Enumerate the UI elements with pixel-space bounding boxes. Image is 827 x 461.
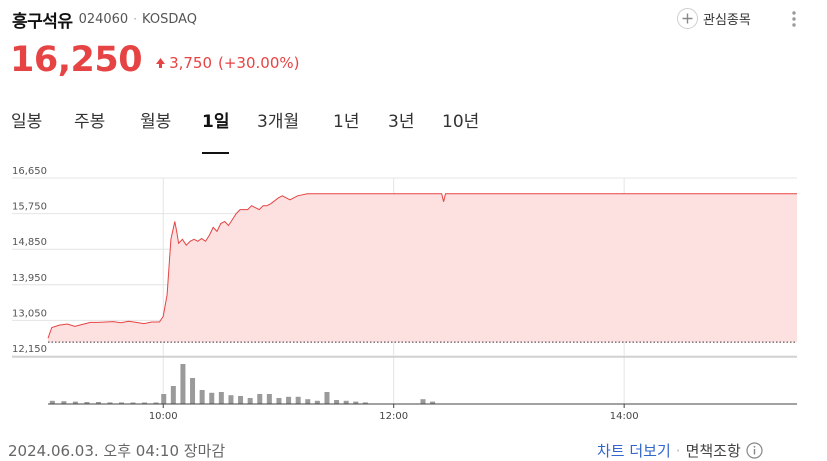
stock-header: 흥구석유 024060 · KOSDAQ — [12, 8, 198, 32]
market-name: KOSDAQ — [142, 11, 198, 27]
volume-bar — [209, 392, 215, 404]
volume-bar — [190, 378, 196, 404]
more-vertical-icon[interactable] — [787, 9, 801, 31]
volume-bar — [343, 400, 349, 404]
active-tab-indicator — [202, 152, 230, 154]
volume-bar — [130, 402, 136, 404]
volume-bar — [95, 402, 101, 404]
volume-bar — [257, 394, 263, 404]
y-tick-label: 13,950 — [12, 273, 47, 284]
more-chart-link[interactable]: 차트 더보기 — [597, 442, 671, 460]
price-area — [47, 193, 797, 343]
tab-3-years[interactable]: 3년 — [388, 112, 415, 132]
volume-bar — [118, 402, 124, 404]
volume-bar — [228, 395, 234, 404]
volume-bar — [430, 401, 436, 404]
stock-code: 024060 — [78, 11, 129, 27]
intraday-chart[interactable]: 16,650 15,750 14,850 13,950 13,050 12,150 10:0… — [0, 160, 827, 425]
chart-axes: 16,650 15,750 14,850 13,950 13,050 12,150 10:0… — [12, 166, 797, 422]
add-watchlist-button[interactable]: 관심종목 — [677, 6, 751, 30]
current-price: 16,250 — [10, 40, 143, 80]
tab-1-day[interactable]: 1일 — [202, 108, 230, 154]
tab-daily[interactable]: 일봉 — [11, 112, 43, 132]
volume-bars — [49, 364, 436, 404]
volume-bar — [324, 392, 330, 404]
stock-name[interactable]: 흥구석유 — [12, 11, 73, 32]
price-line — [47, 193, 797, 339]
tab-3-months[interactable]: 3개월 — [257, 112, 300, 132]
tab-10-years[interactable]: 10년 — [442, 112, 480, 132]
volume-bar — [362, 402, 368, 404]
tab-weekly[interactable]: 주봉 — [74, 112, 106, 132]
volume-bar — [247, 398, 253, 404]
triangle-up-icon — [156, 58, 166, 68]
volume-bar — [72, 401, 78, 404]
volume-bar — [153, 402, 159, 404]
x-tick-label: 12:00 — [379, 411, 408, 422]
y-tick-label: 12,150 — [12, 344, 47, 355]
price-change: 3,750 — [169, 54, 213, 72]
volume-bar — [276, 398, 282, 404]
header-separator: · — [133, 12, 138, 26]
y-tick-label: 15,750 — [12, 202, 47, 213]
volume-bar — [266, 394, 272, 404]
x-tick-label: 10:00 — [149, 411, 178, 422]
volume-bar — [180, 364, 186, 404]
plus-icon — [677, 7, 698, 29]
volume-bar — [142, 402, 148, 404]
watchlist-label: 관심종목 — [703, 12, 751, 28]
y-tick-label: 14,850 — [12, 237, 47, 248]
y-tick-label: 16,650 — [12, 166, 47, 177]
disclaimer-link[interactable]: 면책조항 — [685, 442, 741, 460]
info-icon[interactable] — [746, 442, 763, 459]
tab-1-year[interactable]: 1년 — [333, 112, 360, 132]
x-tick-label: 14:00 — [610, 411, 639, 422]
market-close-timestamp: 2024.06.03. 오후 04:10 장마감 — [8, 442, 226, 460]
volume-bar — [218, 392, 224, 404]
volume-bar — [49, 400, 55, 404]
tab-monthly[interactable]: 월봉 — [140, 112, 172, 132]
price-area-fill — [48, 193, 797, 343]
y-tick-label: 13,050 — [12, 308, 47, 319]
volume-bar — [305, 399, 311, 404]
volume-bar — [238, 396, 244, 404]
volume-bar — [61, 401, 67, 404]
volume-bar — [420, 399, 426, 404]
footer-separator: · — [675, 441, 681, 460]
price-row: 16,250 3,750 (+30.00%) — [10, 40, 299, 80]
volume-bar — [353, 401, 359, 404]
volume-bar — [84, 402, 90, 404]
volume-bar — [199, 390, 205, 404]
volume-bar — [334, 400, 340, 404]
volume-bar — [314, 400, 320, 404]
volume-bar — [286, 396, 292, 404]
volume-bar — [295, 396, 301, 404]
price-change-percent: (+30.00%) — [218, 54, 300, 72]
volume-bar — [107, 402, 113, 404]
volume-bar — [161, 394, 167, 404]
footer-links: 차트 더보기 · 면책조항 — [597, 440, 763, 461]
volume-bar — [170, 386, 176, 404]
